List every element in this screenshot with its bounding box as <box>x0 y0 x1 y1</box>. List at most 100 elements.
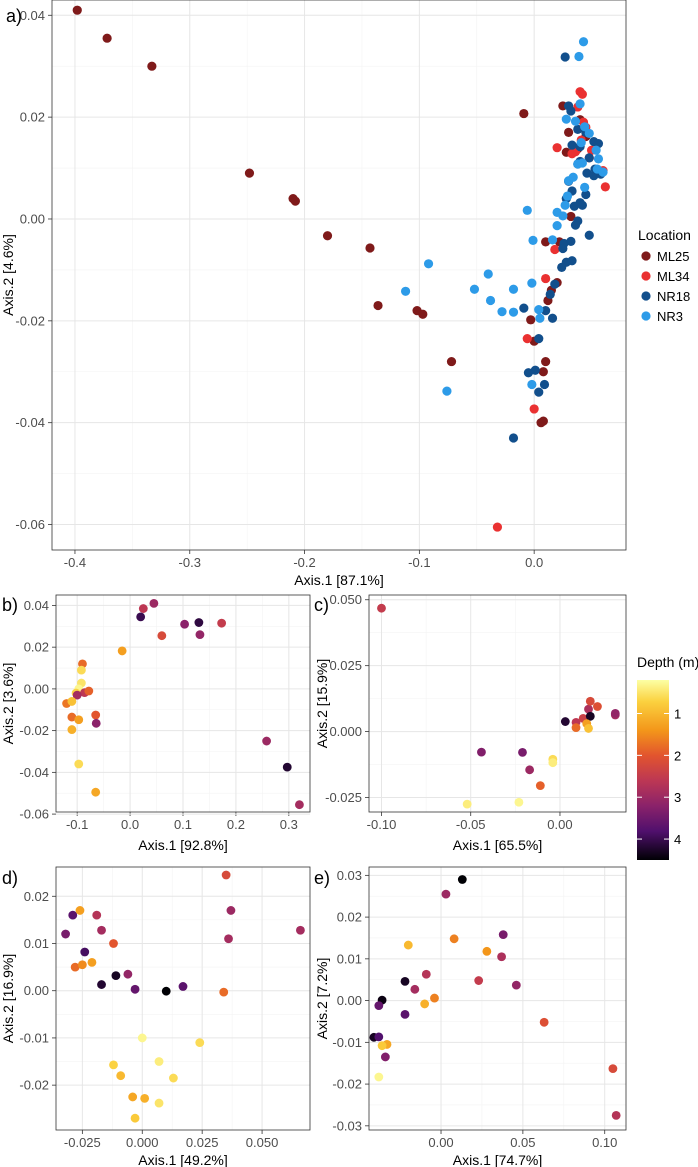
point-nr3 <box>576 137 586 148</box>
x-tick-label: 0.00 <box>547 817 572 832</box>
point-ml34 <box>522 334 532 344</box>
panel-d: -0.025 0.000 0.025 0.050 -0.02 -0.01 0.00 0.01 0… <box>0 866 311 1167</box>
point <box>136 612 146 622</box>
point-nr18 <box>584 153 594 163</box>
point <box>262 736 272 746</box>
point <box>149 598 159 608</box>
legend-key-ml25 <box>641 251 651 261</box>
point-nr3 <box>552 221 562 231</box>
point-nr18 <box>534 334 544 344</box>
x-tick-label: 0.00 <box>428 1135 453 1150</box>
point-nr3 <box>574 51 584 62</box>
point <box>610 708 620 718</box>
point <box>75 906 85 915</box>
point-nr18 <box>557 262 567 272</box>
panel-a-y-axis-label: Axis.2 [4.6%] <box>0 234 16 316</box>
point-nr18 <box>539 379 550 390</box>
depth-ticks: 1 2 3 4 <box>637 706 681 847</box>
point-nr18 <box>584 230 594 240</box>
point <box>84 686 94 696</box>
legend-key-ml34 <box>641 271 651 281</box>
point-nr3 <box>578 37 589 47</box>
point-nr18 <box>523 368 534 378</box>
point-ml34 <box>600 182 610 192</box>
point <box>511 980 521 990</box>
point <box>217 618 227 628</box>
y-tick-label: -0.01 <box>19 1030 49 1045</box>
point-nr18 <box>558 243 568 254</box>
y-tick-label: -0.04 <box>15 415 45 430</box>
point-ml25 <box>72 5 82 15</box>
y-tick-label: 0.000 <box>329 724 362 739</box>
point-ml34 <box>550 244 560 255</box>
panel-b-y-axis-label: Axis.2 [3.6%] <box>0 663 16 745</box>
panel-d-frame <box>55 866 311 1131</box>
point-nr3 <box>485 295 496 306</box>
y-tick-label: 0.00 <box>337 993 362 1008</box>
y-tick-label: -0.06 <box>19 807 49 822</box>
x-tick-label: 0.0 <box>121 817 139 832</box>
point <box>195 1038 205 1048</box>
point <box>497 952 506 962</box>
x-tick-label: -0.2 <box>293 555 315 570</box>
point <box>109 1060 118 1070</box>
y-tick-label: 0.01 <box>24 936 49 951</box>
panel-e-points <box>369 875 621 1120</box>
depth-tick-label: 1 <box>674 706 681 721</box>
point-nr3 <box>522 205 532 215</box>
location-legend: Location ML25 ML34 NR18 NR3 <box>638 227 691 324</box>
panel-e: 0.00 0.05 0.10 -0.03 -0.02 -0.01 0.00 0.01 0.02 0… <box>314 866 627 1167</box>
y-tick-label: 0.02 <box>20 110 45 125</box>
point-nr3 <box>469 284 480 294</box>
point <box>535 781 545 791</box>
point <box>72 690 82 700</box>
point <box>295 800 304 810</box>
panel-e-frame <box>368 866 627 1131</box>
point <box>157 631 167 641</box>
point <box>154 1057 164 1066</box>
point <box>91 718 101 728</box>
point <box>400 976 410 986</box>
point-nr3 <box>508 307 519 317</box>
x-tick-label: -0.1 <box>408 555 430 570</box>
point-nr3 <box>598 167 608 177</box>
point <box>74 759 84 769</box>
y-tick-label: 0.025 <box>329 658 362 673</box>
point <box>195 630 205 640</box>
panel-e-x-axis-label: Axis.1 [74.7%] <box>453 1152 543 1167</box>
y-tick-label: 0.00 <box>24 983 49 998</box>
depth-legend: Depth (m) 1 2 3 4 <box>637 654 698 860</box>
point <box>593 702 602 711</box>
point <box>87 957 97 967</box>
x-tick-label: 0.2 <box>227 817 245 832</box>
depth-tick-label: 3 <box>674 790 681 805</box>
point <box>219 987 229 997</box>
point <box>123 969 133 979</box>
point <box>116 1071 126 1081</box>
point <box>224 934 233 944</box>
x-tick-label: 0.050 <box>246 1135 279 1150</box>
point-ml25 <box>446 356 457 367</box>
y-tick-label: -0.02 <box>332 1077 362 1092</box>
y-tick-label: -0.02 <box>19 723 49 738</box>
point-ml25 <box>566 211 576 222</box>
point <box>462 799 472 809</box>
x-tick-label: 0.05 <box>510 1135 535 1150</box>
point <box>421 969 431 979</box>
point-nr3 <box>423 259 434 269</box>
point-nr3 <box>562 191 573 201</box>
y-tick-label: -0.02 <box>15 313 45 328</box>
x-tick-label: 0.025 <box>186 1135 219 1150</box>
panel-c-y-axis-label: Axis.2 [15.9%] <box>314 659 330 749</box>
point-nr3 <box>497 307 507 317</box>
point <box>482 946 492 956</box>
point <box>585 711 595 721</box>
panel-a-points <box>72 5 610 532</box>
y-tick-label: -0.02 <box>19 1078 49 1093</box>
point <box>178 982 188 991</box>
point-ml25 <box>147 61 157 71</box>
point <box>571 723 581 733</box>
point-nr3 <box>584 128 594 139</box>
x-tick-label: -0.1 <box>66 817 88 832</box>
panel-a-plot-area <box>52 0 626 550</box>
